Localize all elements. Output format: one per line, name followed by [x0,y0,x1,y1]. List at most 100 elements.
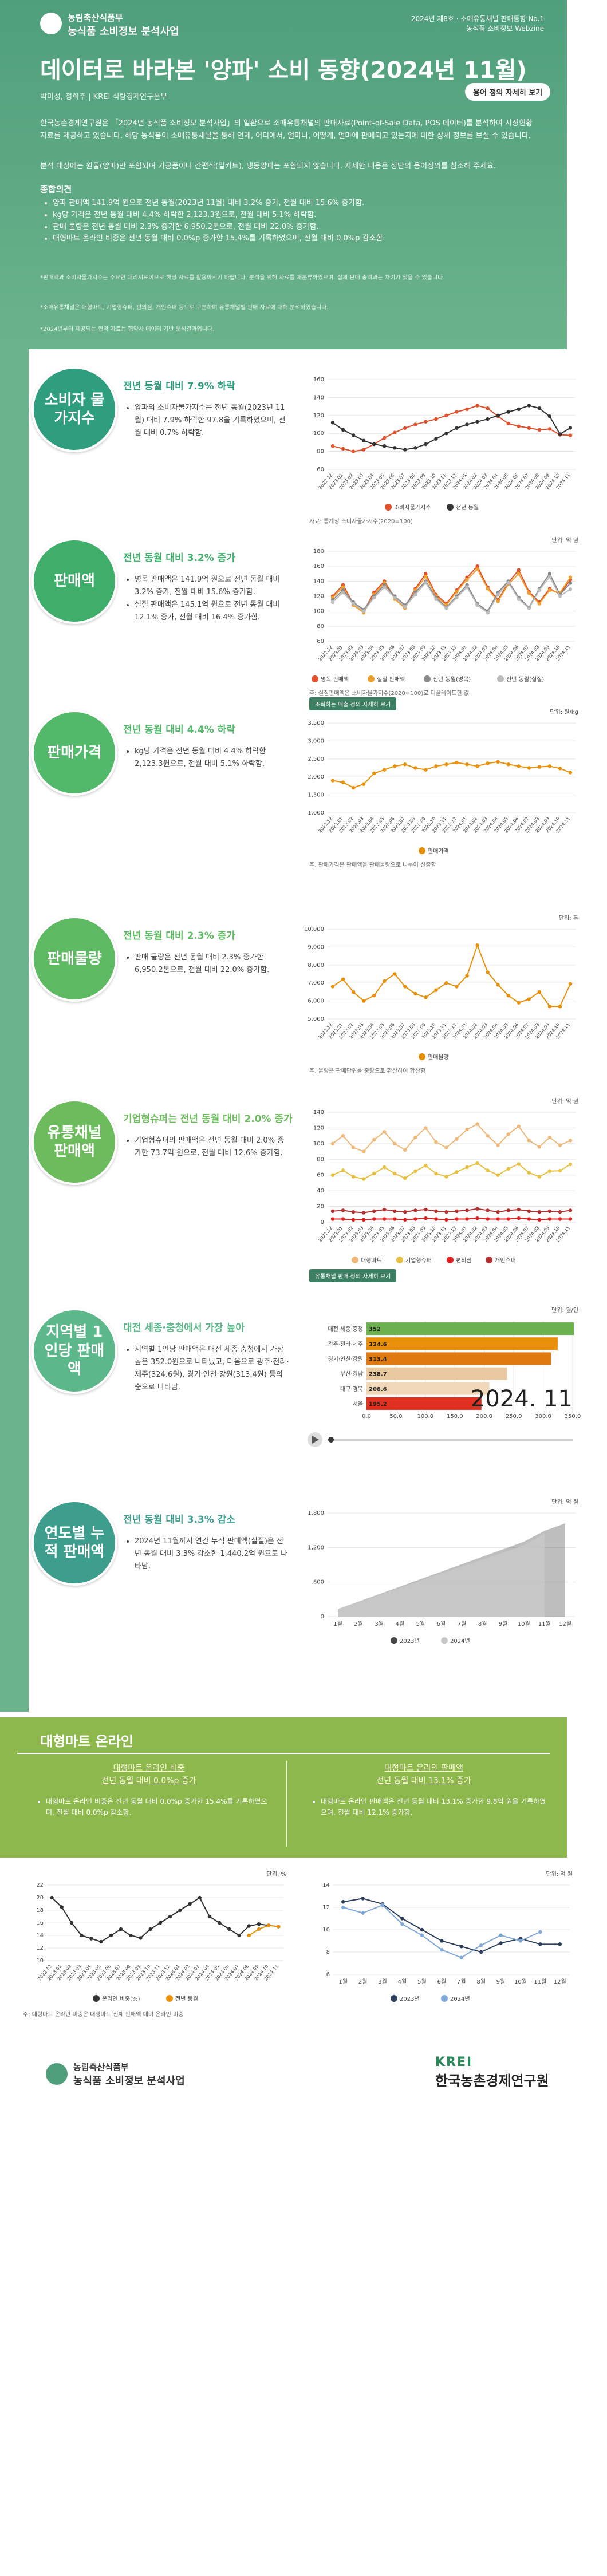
point [444,981,448,985]
point [372,771,376,776]
point [393,1217,397,1221]
point [499,1941,503,1945]
legend-label: 전년 동월(명목) [433,676,471,683]
bullet-list: 양파의 소비자물가지수는 전년 동월(2023년 11월) 대비 7.9% 하락… [123,402,289,440]
point [547,414,552,418]
point [537,765,542,769]
headline: 대전 세종·충청에서 가장 높아 [123,1322,245,1334]
bar [366,1382,490,1395]
point [568,1208,573,1212]
point [538,1942,542,1946]
intro: 한국농촌경제연구원은 「2024년 농식품 소비정보 분석사업」의 일환으로 소… [40,119,533,141]
point [475,567,479,571]
y-tick-label: 140 [313,578,324,584]
point [403,1176,407,1180]
chart: 단위: 톤5,0006,0007,0008,0009,00010,0002022… [304,914,578,1061]
y-tick-label: 5,000 [308,1016,324,1022]
legend-swatch [447,1257,454,1263]
bar [366,1322,574,1336]
point [496,1143,500,1147]
x-tick-label: 2월 [358,1978,368,1985]
legend-label: 기업형슈퍼 [405,1257,432,1264]
x-tick-label: 7월 [458,1621,467,1627]
point [361,1211,366,1215]
intro: 분석 대상에는 원물(양파)만 포함되며 가공품이나 간편식(밀키트), 냉동양… [40,162,496,171]
point [424,995,428,999]
x-tick-label: 100.0 [417,1413,434,1420]
point [527,1139,531,1143]
legend-swatch [391,1637,397,1644]
point [420,1933,424,1937]
line [332,1208,571,1214]
point [266,1923,271,1927]
y-tick-label: 8,000 [308,962,324,969]
bar [366,1337,558,1350]
point [403,448,407,452]
y-tick-label: 600 [313,1579,324,1586]
x-tick-label: 7월 [457,1978,466,1985]
online-column: 대형마트 온라인 비중 전년 동월 대비 0.0%p 증가 대형마트 온라인 비… [23,1762,275,1818]
y-tick-label: 120 [313,1125,324,1131]
point [547,1135,552,1140]
x-tick-label: 3월 [378,1978,387,1985]
point [517,572,521,576]
point [361,1149,366,1153]
x-tick-label: 12월 [559,1621,571,1627]
point [547,572,552,576]
point [486,1133,490,1138]
legend-label: 편의점 [456,1257,472,1264]
definition-button[interactable]: 용어 정의 자세히 보기 [465,83,551,101]
point [393,764,397,768]
bar [366,1397,482,1410]
point [351,1145,356,1149]
y-tick-label: 60 [317,638,324,645]
x-tick-label: 0.0 [362,1413,371,1420]
summary-heading: 종합의견 [40,184,72,195]
point [547,1169,552,1174]
point [403,985,407,989]
point [506,1208,510,1212]
x-tick-label: 3월 [375,1621,384,1627]
point [383,436,387,440]
point [537,406,542,410]
point [424,1207,428,1212]
summary-item: 대형마트 온라인 비중은 전년 동월 대비 0.0%p 증가한 15.4%를 기… [53,233,533,245]
line [343,1898,560,1953]
value-label: 195.2 [369,1401,387,1408]
y-tick-label: 9,000 [308,944,324,950]
point [330,779,335,783]
y-tick-label: 8 [326,1949,330,1955]
headline: 전년 동월 대비 3.2% 증가 [123,552,235,564]
legend-label: 2023년 [400,1638,420,1645]
point [351,1210,356,1214]
legend-swatch [368,675,375,682]
point [475,404,479,408]
chart-note: 주: 실질판매액은 소비자물가지수(2020=100)로 디플레이트한 값 [309,690,470,697]
point [475,603,479,607]
point [537,1210,542,1214]
point [479,1950,483,1954]
ministry: 농림축산식품부 [68,13,123,23]
point [455,1217,459,1221]
point [475,943,479,947]
program: 농식품 소비정보 분석사업 [73,2075,185,2087]
y-tick-label: 22 [36,1882,44,1888]
unit-label: 단위: 억 원 [546,1870,573,1878]
x-tick-label: 8월 [478,1621,487,1627]
x-tick-label: 9월 [496,1978,506,1985]
bullet-list: kg당 가격은 전년 동월 대비 4.4% 하락한 2,123.3원으로, 전월… [123,745,289,771]
point [351,449,356,453]
point [341,585,345,589]
point [475,420,479,424]
bullet: 명목 판매액은 141.9억 원으로 전년 동월 대비 3.2% 증가, 전월 … [135,574,289,599]
definition-button[interactable]: 유통채널 판매 정의 자세히 보기 [309,1269,397,1282]
unit-label: 단위: 원/인 [551,1306,578,1314]
legend-label: 판매가격 [428,847,449,855]
category-label: 서울 [353,1401,363,1408]
y-tick-label: 100 [313,609,324,615]
point [383,768,387,772]
point [527,766,531,770]
point [465,974,469,978]
definition-button[interactable]: 조회하는 매출 정의 자세히 보기 [309,697,397,710]
point [517,568,521,572]
